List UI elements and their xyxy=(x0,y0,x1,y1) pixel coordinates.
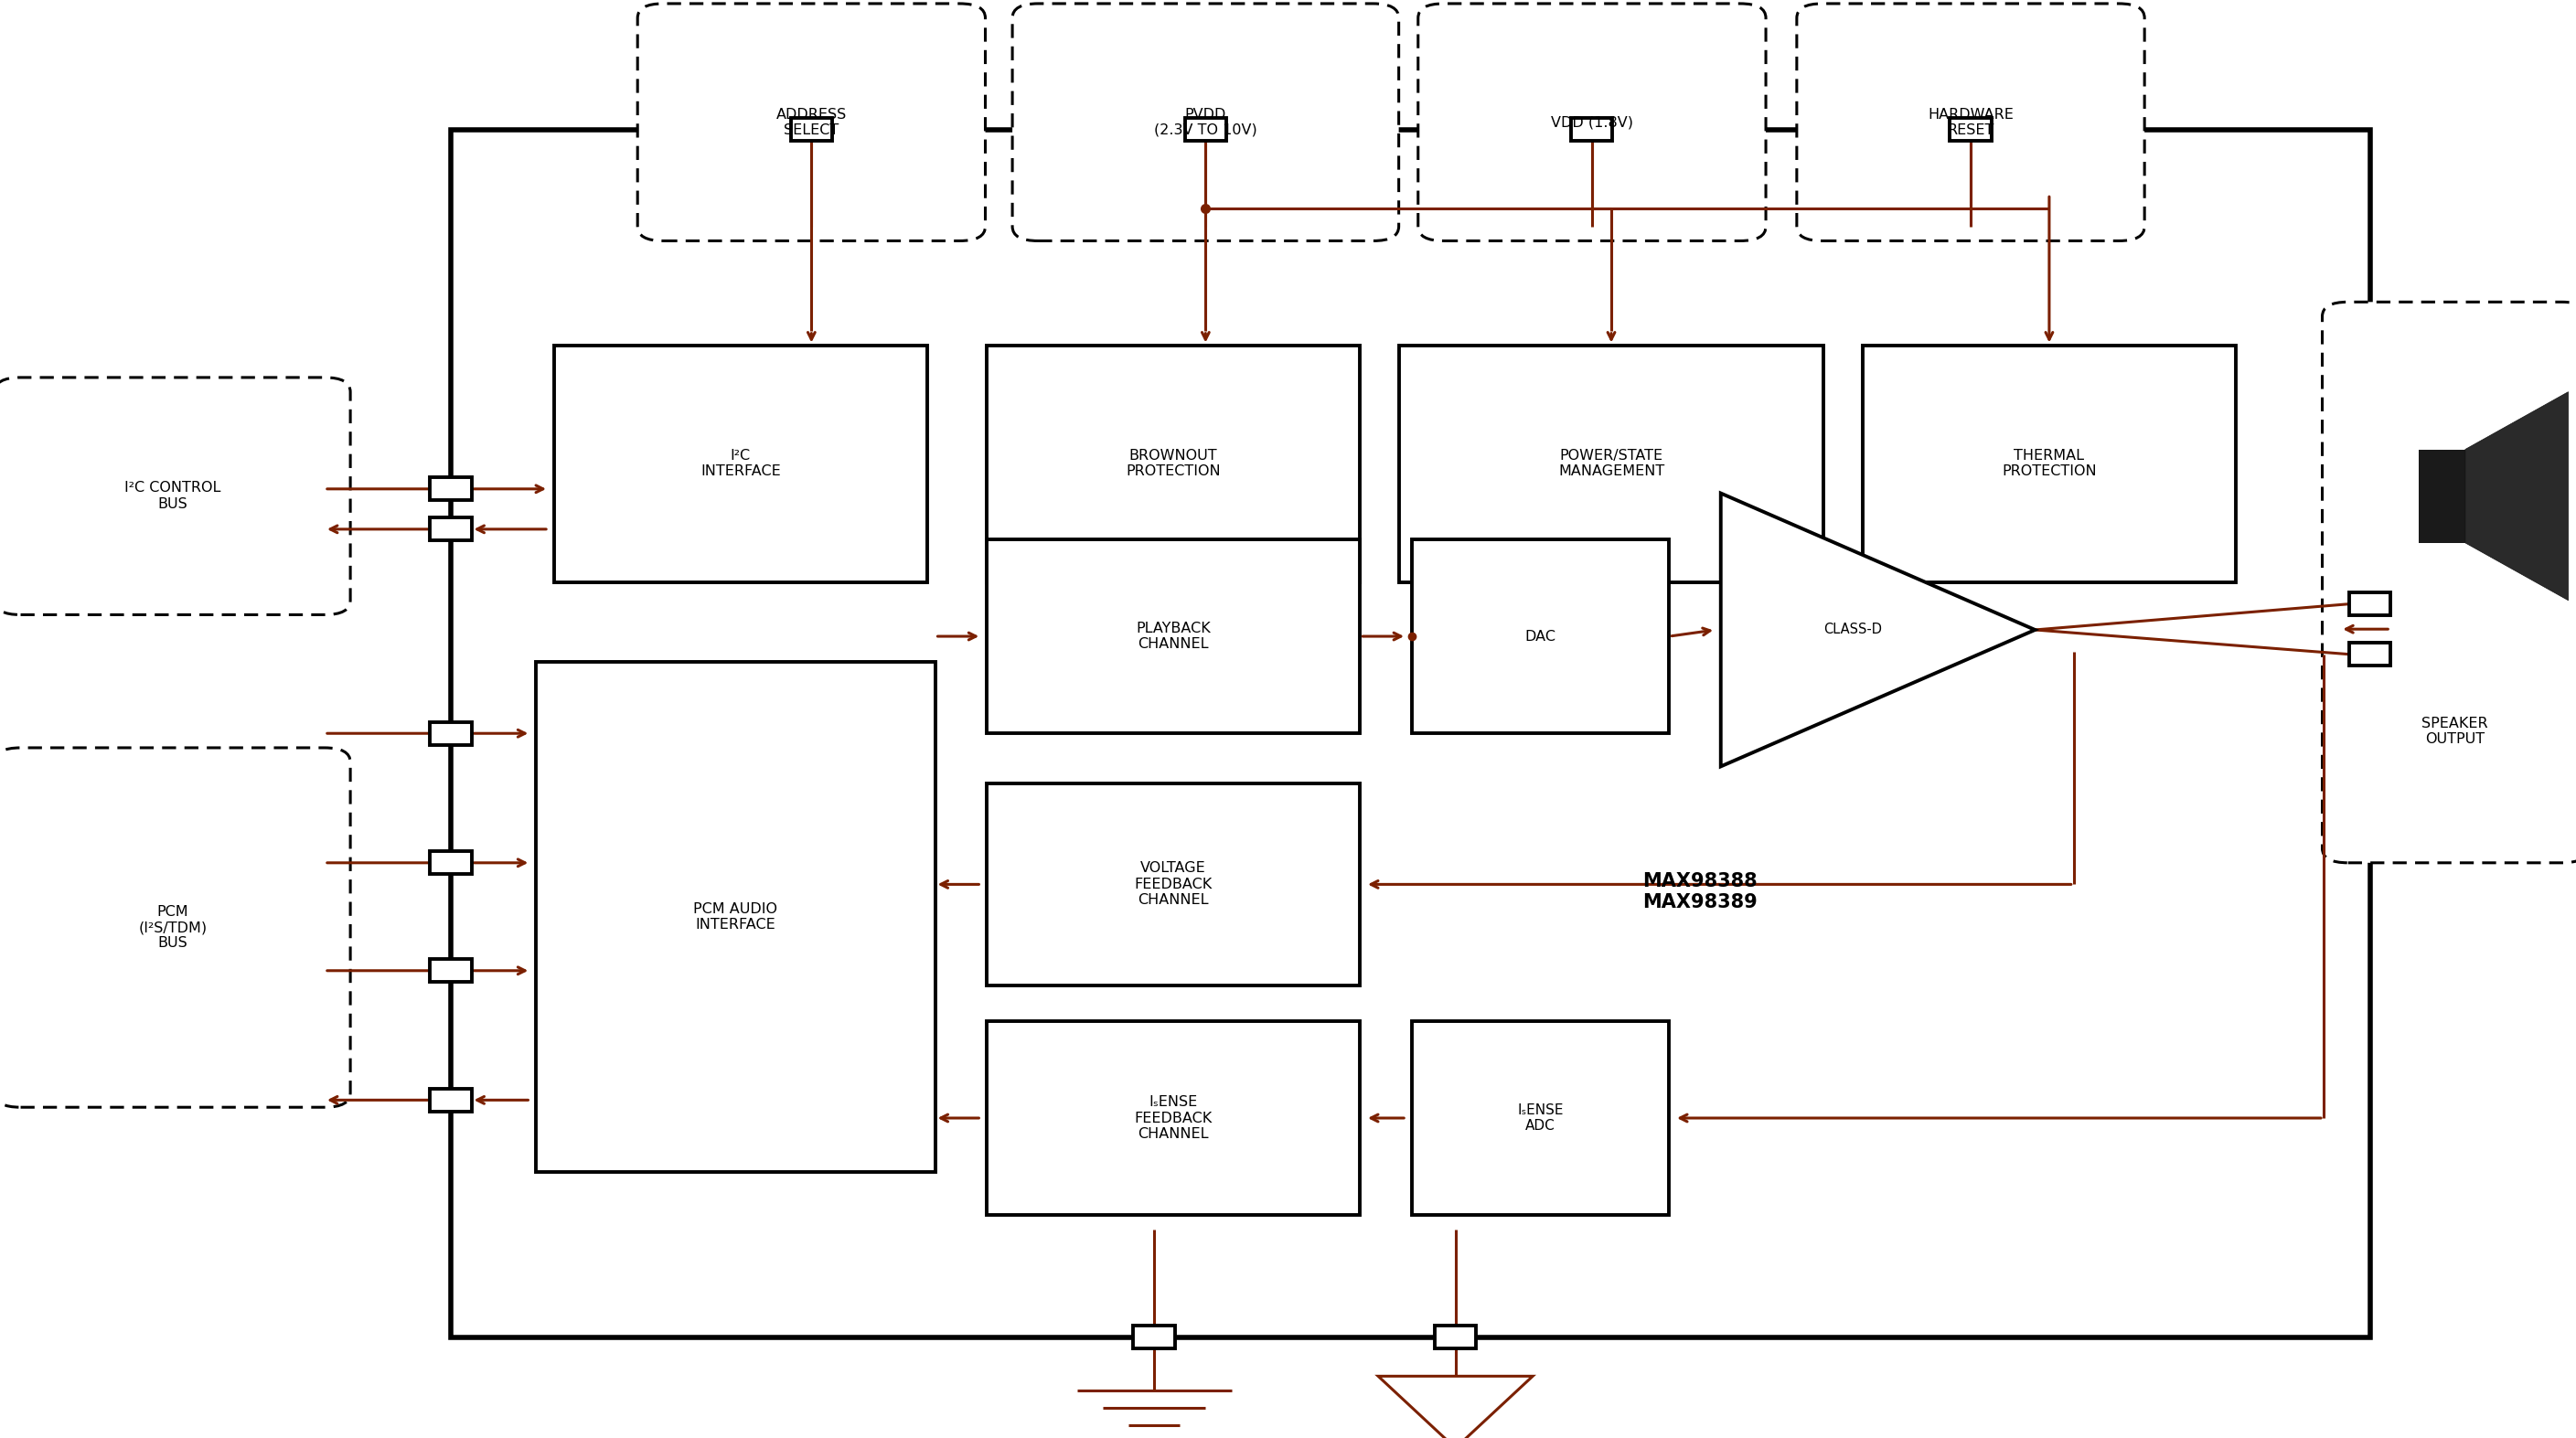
Text: I²C CONTROL
BUS: I²C CONTROL BUS xyxy=(124,482,222,510)
Text: IₛENSE
FEEDBACK
CHANNEL: IₛENSE FEEDBACK CHANNEL xyxy=(1133,1096,1213,1140)
Bar xyxy=(451,129,2370,1337)
Text: POWER/STATE
MANAGEMENT: POWER/STATE MANAGEMENT xyxy=(1558,449,1664,479)
Text: DAC: DAC xyxy=(1525,630,1556,643)
FancyBboxPatch shape xyxy=(0,748,350,1107)
Bar xyxy=(2419,449,2465,542)
Bar xyxy=(1399,345,1824,582)
Text: SPEAKER
OUTPUT: SPEAKER OUTPUT xyxy=(2421,716,2488,746)
FancyBboxPatch shape xyxy=(1012,3,1399,240)
Text: PVDD
(2.3V TO 10V): PVDD (2.3V TO 10V) xyxy=(1154,108,1257,137)
Bar xyxy=(1950,118,1991,141)
Bar xyxy=(2349,643,2391,666)
Text: PCM
(I²S/TDM)
BUS: PCM (I²S/TDM) BUS xyxy=(139,905,206,951)
Bar xyxy=(430,851,471,874)
Text: ADDRESS
SELECT: ADDRESS SELECT xyxy=(775,108,848,137)
Text: CLASS-D: CLASS-D xyxy=(1824,623,1883,637)
Bar xyxy=(987,1021,1360,1215)
Bar xyxy=(1571,118,1613,141)
Text: MAX98388
MAX98389: MAX98388 MAX98389 xyxy=(1643,871,1757,912)
Bar xyxy=(430,1089,471,1112)
FancyBboxPatch shape xyxy=(1417,3,1767,240)
Bar xyxy=(430,959,471,982)
Bar xyxy=(2349,592,2391,615)
Bar xyxy=(1412,539,1669,733)
Polygon shape xyxy=(1378,1376,1533,1438)
Text: PCM AUDIO
INTERFACE: PCM AUDIO INTERFACE xyxy=(693,902,778,932)
Polygon shape xyxy=(1721,493,2035,766)
Text: VDD (1.8V): VDD (1.8V) xyxy=(1551,115,1633,129)
Bar xyxy=(536,661,935,1172)
Bar xyxy=(987,784,1360,985)
Text: VOLTAGE
FEEDBACK
CHANNEL: VOLTAGE FEEDBACK CHANNEL xyxy=(1133,861,1213,907)
Text: I²C
INTERFACE: I²C INTERFACE xyxy=(701,449,781,479)
Bar xyxy=(987,539,1360,733)
Text: BROWNOUT
PROTECTION: BROWNOUT PROTECTION xyxy=(1126,449,1221,479)
Bar xyxy=(791,118,832,141)
FancyBboxPatch shape xyxy=(2321,302,2576,863)
Bar xyxy=(1435,1326,1476,1349)
Bar xyxy=(1412,1021,1669,1215)
Text: THERMAL
PROTECTION: THERMAL PROTECTION xyxy=(2002,449,2097,479)
Text: PLAYBACK
CHANNEL: PLAYBACK CHANNEL xyxy=(1136,621,1211,651)
Bar xyxy=(430,722,471,745)
Bar xyxy=(430,518,471,541)
Bar xyxy=(1133,1326,1175,1349)
Text: IₛENSE
ADC: IₛENSE ADC xyxy=(1517,1103,1564,1133)
Text: HARDWARE
RESET: HARDWARE RESET xyxy=(1927,108,2014,137)
FancyBboxPatch shape xyxy=(1798,3,2143,240)
Bar xyxy=(987,345,1360,582)
Polygon shape xyxy=(2465,391,2568,601)
FancyBboxPatch shape xyxy=(639,3,984,240)
FancyBboxPatch shape xyxy=(0,377,350,615)
Bar xyxy=(1862,345,2236,582)
Bar xyxy=(554,345,927,582)
Bar xyxy=(1185,118,1226,141)
Bar xyxy=(430,477,471,500)
